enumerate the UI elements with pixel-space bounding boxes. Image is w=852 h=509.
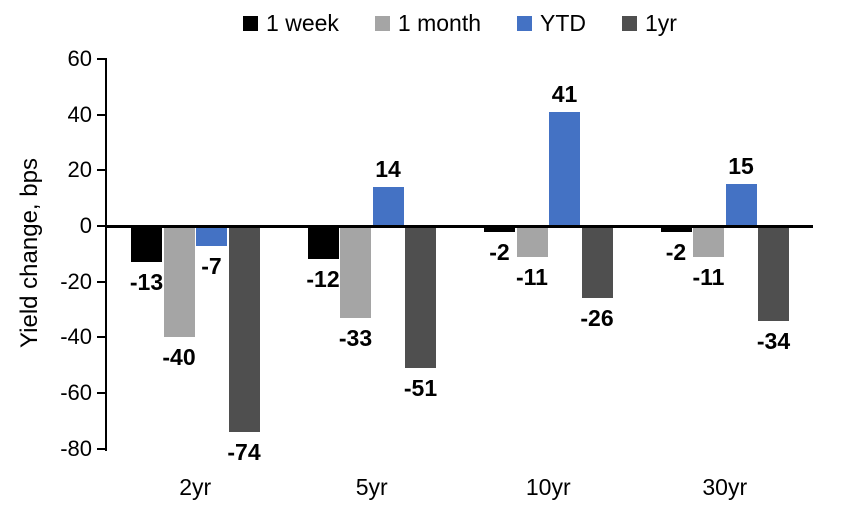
bar-value-label: -34: [756, 327, 791, 354]
bar-1-month-5yr: [340, 226, 371, 318]
y-axis-tick-label: 0: [79, 213, 92, 238]
bar-value-label: -33: [338, 324, 373, 351]
y-axis-tick-label: 20: [67, 157, 92, 183]
legend-label: 1 month: [397, 10, 482, 36]
bar-1yr-5yr: [405, 226, 436, 369]
legend-item-1yr: 1yr: [622, 9, 677, 37]
bar-1-week-30yr: [660, 226, 692, 232]
legend-swatch-icon: [517, 15, 533, 31]
bar-YTD-5yr: [372, 186, 404, 226]
legend-swatch-icon: [243, 15, 259, 31]
bar-value-label: 14: [375, 155, 401, 182]
legend-item-1-week: 1 week: [243, 9, 339, 37]
y-axis-tick: [97, 280, 105, 283]
x-axis-category-label: 2yr: [179, 474, 212, 500]
y-axis-tick: [97, 113, 105, 116]
y-axis-tick: [97, 57, 105, 60]
y-axis-tick-label: 60: [67, 45, 92, 71]
bar-1-month-10yr: [516, 226, 548, 257]
x-axis-zero-line: [105, 225, 813, 228]
bar-value-label: -11: [516, 263, 548, 290]
bar-1-month-2yr: [163, 226, 195, 338]
bar-1-week-2yr: [131, 226, 162, 263]
y-axis-line: [105, 58, 107, 451]
bar-value-label: 15: [728, 153, 754, 180]
legend-label: 1 week: [266, 10, 339, 36]
bar-1-month-30yr: [693, 226, 724, 257]
bar-value-label: -51: [403, 375, 438, 402]
bar-value-label: -7: [201, 252, 222, 279]
bar-value-label: -74: [227, 439, 261, 466]
legend-item-1-month: 1 month: [374, 9, 482, 37]
y-axis-tick-label: -60: [60, 380, 92, 406]
y-axis-tick-label: 40: [67, 101, 92, 127]
bar-value-label: -2: [489, 238, 510, 265]
bar-value-label: 41: [551, 80, 578, 107]
bar-1yr-30yr: [758, 226, 789, 321]
bar-YTD-10yr: [549, 111, 580, 226]
bar-1yr-2yr: [228, 226, 260, 433]
bar-YTD-30yr: [725, 184, 757, 226]
bar-value-label: -12: [306, 266, 340, 293]
bar-1yr-10yr: [581, 226, 613, 299]
bar-value-label: -11: [692, 263, 725, 290]
y-axis-tick-label: -80: [60, 435, 92, 461]
bar-value-label: -2: [665, 238, 687, 265]
legend-label: 1yr: [645, 10, 677, 36]
legend-swatch-icon: [374, 15, 390, 31]
chart-legend: 1 week 1 month YTD 1yr: [107, 8, 813, 38]
bar-YTD-2yr: [196, 226, 227, 246]
bar-value-label: -40: [162, 344, 196, 371]
bar-value-label: -13: [129, 269, 164, 296]
bar-1-week-5yr: [307, 226, 339, 260]
x-axis-category-label: 10yr: [525, 474, 571, 500]
bar-1-week-10yr: [484, 226, 515, 232]
legend-label: YTD: [540, 10, 587, 36]
y-axis-tick: [97, 392, 105, 395]
y-axis-tick-label: -20: [60, 268, 92, 294]
legend-swatch-icon: [622, 15, 638, 31]
y-axis-tick-label: -40: [60, 324, 92, 350]
x-axis-category-label: 30yr: [702, 474, 748, 500]
legend-item-YTD: YTD: [517, 9, 586, 37]
y-axis-tick: [97, 169, 105, 172]
x-axis-category-label: 5yr: [355, 474, 388, 500]
bar-value-label: -26: [580, 305, 614, 332]
y-axis-tick: [97, 447, 105, 450]
y-axis-tick: [97, 225, 105, 227]
y-axis-tick: [97, 336, 105, 339]
